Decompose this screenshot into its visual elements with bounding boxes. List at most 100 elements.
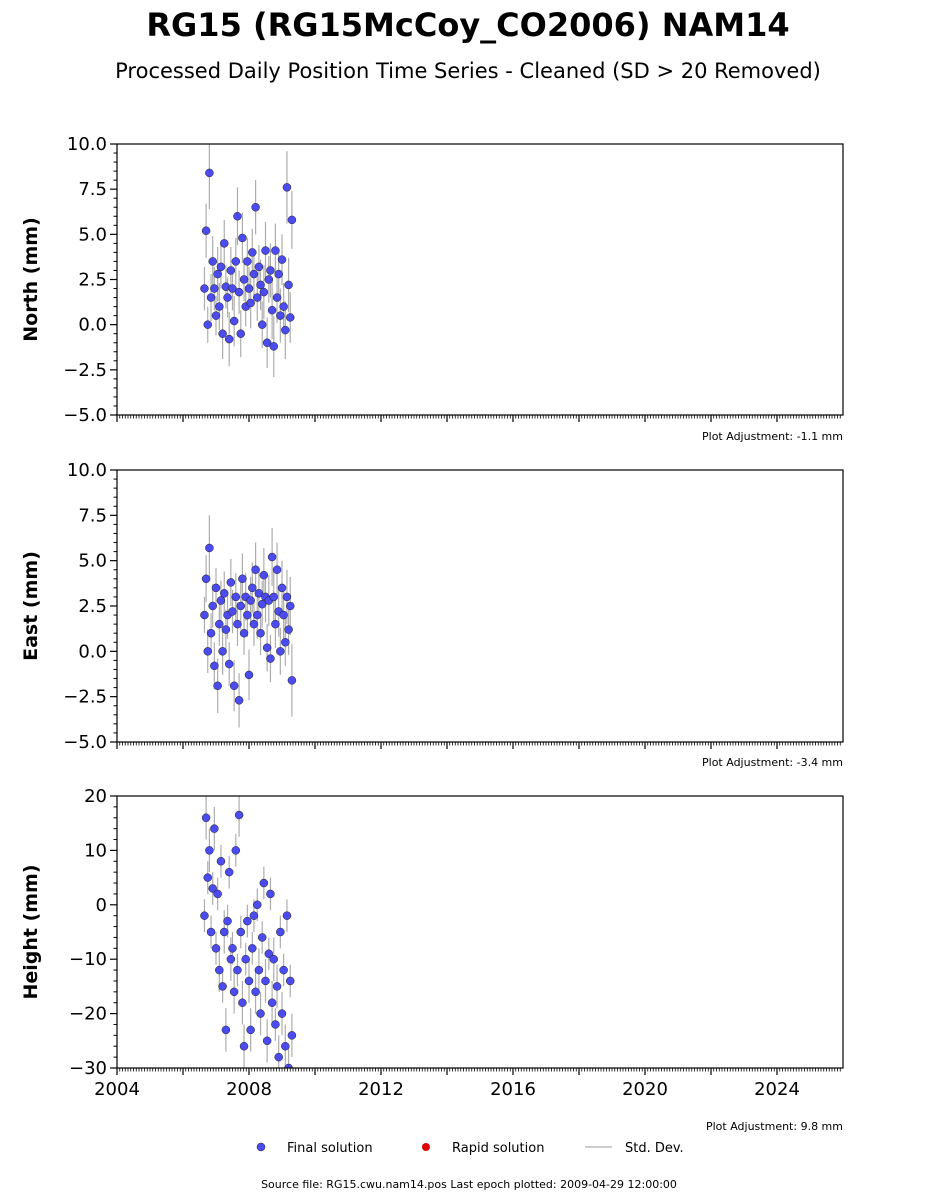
data-point bbox=[259, 287, 269, 297]
data-point bbox=[249, 911, 259, 920]
data-point bbox=[287, 215, 297, 225]
series-final bbox=[200, 796, 297, 1068]
x-tick-label: 2024 bbox=[754, 1079, 800, 1100]
data-point bbox=[215, 619, 224, 629]
data-point bbox=[238, 574, 247, 584]
data-point bbox=[208, 884, 217, 893]
data-point bbox=[261, 246, 270, 255]
data-point bbox=[276, 311, 285, 320]
x-tick-label: 2020 bbox=[622, 1079, 668, 1100]
legend: Final solution Rapid solution Std. Dev. bbox=[256, 1141, 684, 1156]
data-point bbox=[239, 1041, 249, 1051]
data-point bbox=[205, 846, 214, 855]
y-tick-label: −5.0 bbox=[63, 405, 107, 426]
y-tick-label: 0 bbox=[96, 895, 107, 916]
data-point bbox=[277, 1009, 287, 1018]
data-point bbox=[210, 284, 219, 293]
data-point bbox=[200, 284, 209, 293]
data-point bbox=[234, 696, 244, 705]
data-point bbox=[228, 284, 237, 293]
data-point bbox=[224, 334, 234, 344]
y-tick-label: 7.5 bbox=[78, 179, 107, 200]
chart-subtitle: Processed Daily Position Time Series - C… bbox=[115, 59, 821, 83]
x-tick-label: 2008 bbox=[226, 1079, 272, 1100]
data-point bbox=[256, 628, 265, 638]
data-point bbox=[243, 610, 252, 620]
data-point bbox=[205, 543, 214, 553]
data-point bbox=[216, 262, 226, 272]
data-point bbox=[269, 342, 278, 351]
data-point bbox=[279, 965, 288, 975]
data-point bbox=[267, 552, 277, 562]
data-point bbox=[248, 248, 257, 257]
data-point bbox=[272, 982, 282, 991]
data-point bbox=[200, 610, 209, 620]
data-point bbox=[274, 269, 283, 279]
data-point bbox=[284, 280, 293, 290]
data-point bbox=[233, 619, 242, 629]
data-point bbox=[251, 202, 260, 212]
data-point bbox=[251, 565, 260, 574]
data-point bbox=[267, 998, 277, 1007]
data-point bbox=[201, 813, 211, 823]
data-point bbox=[262, 338, 272, 347]
data-point bbox=[220, 239, 229, 248]
y-tick-label: −20 bbox=[69, 1004, 107, 1025]
panel-0: 10.0 7.5 5.0 2.5 0.0 −2.5 −5.0 North (mm) Plot A… bbox=[20, 134, 844, 443]
data-point bbox=[218, 647, 227, 656]
data-point bbox=[281, 638, 290, 647]
y-tick-label: −2.5 bbox=[63, 360, 107, 381]
data-point bbox=[201, 574, 211, 584]
data-point bbox=[218, 329, 227, 338]
data-point bbox=[282, 911, 292, 920]
data-point bbox=[272, 293, 282, 302]
data-point bbox=[224, 867, 234, 877]
data-point bbox=[216, 596, 226, 605]
data-point bbox=[257, 933, 267, 942]
y-tick-label: 20 bbox=[84, 786, 107, 807]
data-point bbox=[233, 965, 242, 975]
panels: 10.0 7.5 5.0 2.5 0.0 −2.5 −5.0 North (mm) Plot A… bbox=[20, 134, 844, 1133]
data-point bbox=[229, 681, 239, 691]
data-point bbox=[231, 257, 241, 266]
series-final bbox=[200, 144, 297, 378]
chart-title: RG15 (RG15McCoy_CO2006) NAM14 bbox=[146, 6, 789, 44]
data-point bbox=[203, 320, 212, 329]
y-tick-label: 10.0 bbox=[67, 460, 107, 481]
data-point bbox=[210, 824, 219, 833]
data-point bbox=[254, 262, 264, 272]
y-tick-label: −2.5 bbox=[63, 687, 107, 708]
data-point bbox=[229, 316, 239, 326]
data-point bbox=[228, 944, 237, 953]
data-point bbox=[201, 226, 211, 235]
data-point bbox=[253, 610, 262, 620]
y-axis-label: East (mm) bbox=[20, 551, 42, 661]
y-tick-label: −30 bbox=[69, 1058, 107, 1079]
data-point bbox=[226, 578, 236, 587]
data-point bbox=[284, 625, 293, 634]
data-point bbox=[210, 661, 219, 671]
plot-adjustment: Plot Adjustment: 9.8 mm bbox=[706, 1120, 843, 1133]
data-point bbox=[236, 927, 245, 937]
data-point bbox=[239, 275, 249, 284]
data-point bbox=[264, 275, 274, 284]
y-axis-label: North (mm) bbox=[20, 217, 42, 342]
data-point bbox=[272, 565, 282, 574]
data-point bbox=[286, 976, 295, 986]
data-point bbox=[256, 280, 265, 290]
data-point bbox=[244, 284, 254, 293]
data-point bbox=[238, 233, 247, 243]
data-point bbox=[223, 293, 232, 302]
data-point bbox=[229, 987, 239, 997]
legend-std-label: Std. Dev. bbox=[625, 1141, 684, 1156]
data-point bbox=[249, 619, 259, 629]
legend-rapid-marker bbox=[422, 1143, 430, 1151]
data-point bbox=[211, 583, 221, 593]
data-point bbox=[277, 255, 287, 264]
y-tick-label: 10.0 bbox=[67, 134, 107, 155]
data-point bbox=[286, 313, 295, 322]
data-point bbox=[257, 320, 267, 329]
